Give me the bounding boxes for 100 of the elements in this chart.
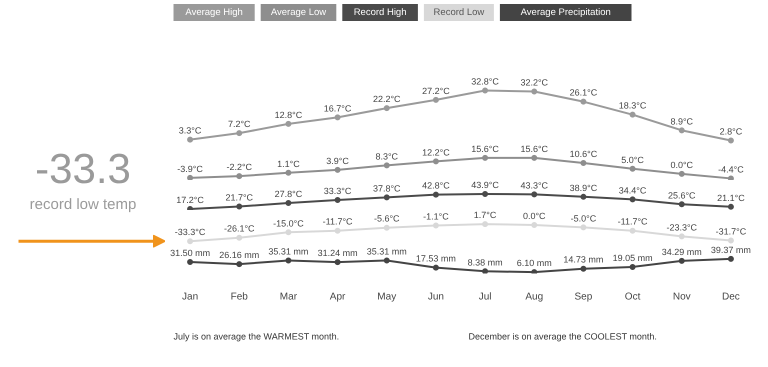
point: [482, 268, 488, 274]
text: December is on average the COOLEST month.: [468, 332, 657, 342]
data-label: 21.7°C: [225, 192, 254, 202]
point: [678, 201, 685, 208]
x-tick-label: Sep: [574, 292, 593, 302]
point: [384, 105, 390, 112]
data-label: 15.6°C: [520, 144, 549, 154]
data-label: 35.31 mm: [366, 246, 407, 256]
point: [236, 203, 242, 210]
point: [384, 162, 390, 168]
data-label: 42.8°C: [422, 180, 450, 191]
data-label: -4.4°C: [718, 164, 744, 174]
data-label: 3.3°C: [178, 126, 202, 136]
point: [384, 224, 390, 231]
data-label: -11.7°C: [618, 216, 648, 227]
data-label: 25.6°C: [668, 190, 696, 200]
point: [236, 130, 242, 136]
data-label: 3.9°C: [326, 156, 350, 166]
data-label: -26.1°C: [224, 224, 256, 234]
point: [334, 259, 341, 266]
point: [531, 88, 538, 94]
data-label: 12.8°C: [274, 110, 303, 120]
x-tick-label: May: [377, 292, 396, 302]
data-label: 14.73 mm: [563, 254, 604, 265]
point: [678, 258, 685, 264]
data-label: 16.7°C: [324, 103, 352, 114]
point: [187, 136, 194, 143]
point: [482, 191, 488, 197]
data-label: 2.8°C: [720, 126, 743, 136]
data-label: 0.0°C: [670, 160, 694, 170]
point: [531, 154, 538, 161]
data-label: 39.37 mm: [710, 244, 751, 255]
x-tick-label: Jun: [428, 292, 444, 302]
point: [678, 127, 685, 134]
x-tick-label: Oct: [624, 292, 641, 302]
data-label: 8.38 mm: [468, 257, 503, 268]
data-label: 12.2°C: [422, 147, 450, 158]
point: [630, 196, 636, 202]
data-label: 33.3°C: [324, 186, 352, 196]
point: [482, 221, 488, 228]
point: [580, 194, 586, 200]
data-label: 8.9°C: [670, 116, 694, 126]
data-label: -11.7°C: [322, 216, 354, 227]
text: July is on average the WARMEST month.: [174, 332, 340, 342]
text: -33.3 record low temp: [30, 145, 136, 213]
point: [187, 258, 194, 265]
point: [728, 175, 734, 180]
point: [630, 228, 636, 234]
data-label: 22.2°C: [372, 94, 402, 104]
data-label: 32.8°C: [471, 76, 500, 86]
x-tick-label: Aug: [525, 292, 544, 302]
text: Record Low: [434, 7, 484, 18]
point: [432, 222, 439, 229]
data-label: 1.7°C: [474, 210, 497, 220]
text: Average High: [185, 7, 243, 18]
data-label: 7.2°C: [228, 119, 252, 130]
point: [384, 194, 390, 200]
data-label: 0.0°C: [522, 210, 546, 221]
point: [236, 234, 242, 241]
data-label: -15.0°C: [273, 218, 304, 228]
text: Record High: [354, 7, 407, 18]
point: [285, 200, 292, 206]
data-label: 5.0°C: [621, 154, 644, 165]
x-tick-label: Dec: [722, 292, 740, 302]
x-tick-label: Jul: [478, 292, 492, 302]
point: [432, 158, 439, 164]
point: [728, 204, 734, 210]
point: [432, 96, 439, 103]
data-label: -23.3°C: [666, 222, 698, 232]
point: [285, 257, 292, 264]
point: [580, 266, 586, 272]
data-label: 10.6°C: [570, 149, 598, 159]
data-label: 26.1°C: [570, 88, 598, 98]
point: [630, 166, 636, 172]
point: [630, 264, 636, 270]
point: [285, 170, 292, 176]
data-label: 19.05 mm: [612, 252, 653, 263]
point: [728, 138, 734, 144]
point: [236, 261, 242, 268]
x-tick-label: Jan: [182, 292, 198, 302]
data-label: 26.16 mm: [219, 250, 260, 260]
x-tick-label: Nov: [672, 292, 691, 302]
point: [678, 233, 685, 240]
data-label: 17.2°C: [176, 195, 204, 205]
data-label: -1.1°C: [423, 212, 450, 222]
point: [334, 166, 341, 173]
point: [334, 196, 341, 203]
text: Average Precipitation: [520, 7, 611, 18]
point: [285, 120, 292, 127]
data-label: 18.3°C: [618, 100, 647, 111]
data-label: 43.9°C: [471, 180, 500, 190]
data-label: 15.6°C: [471, 144, 500, 154]
data-label: -33.3°C: [174, 227, 206, 238]
point: [187, 174, 194, 180]
data-label: 21.1°C: [717, 192, 746, 203]
data-label: 37.8°C: [372, 183, 402, 194]
point: [236, 173, 242, 180]
point: [580, 224, 586, 230]
point: [187, 238, 194, 244]
point: [432, 264, 439, 271]
